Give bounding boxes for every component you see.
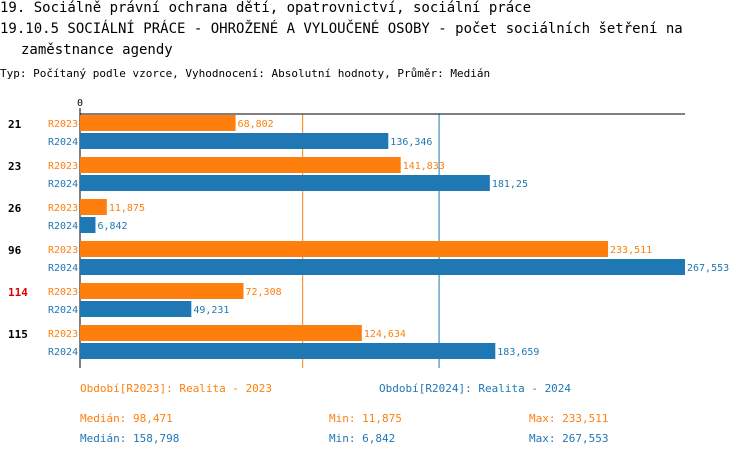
series-label: R2024 — [48, 263, 78, 274]
data-label: 49,231 — [193, 305, 229, 316]
category-label: 96 — [8, 244, 22, 257]
data-label: 11,875 — [109, 203, 145, 214]
bar-r2023 — [80, 283, 244, 299]
bar-r2023 — [80, 115, 236, 131]
category-label: 21 — [8, 118, 22, 131]
series-label: R2024 — [48, 179, 78, 190]
bar-r2024 — [80, 217, 96, 233]
stat-r2024-min: Min: 6,842 — [329, 432, 396, 445]
legend-r2023: Období[R2023]: Realita - 2023 — [80, 382, 273, 395]
bar-chart: 0 21 R2023 68,802 R2024 136,346 23 R2023 141,833… — [8, 98, 729, 368]
chart-title: 19.10.5 SOCIÁLNÍ PRÁCE - OHROŽENÉ A VYLO… — [0, 21, 683, 37]
bar-r2023 — [80, 325, 362, 341]
data-label: 183,659 — [497, 347, 539, 358]
stat-r2024-max: Max: 267,553 — [529, 432, 609, 445]
series-label: R2023 — [48, 119, 78, 130]
chart-subtitle: Typ: Počítaný podle vzorce, Vyhodnocení:… — [0, 67, 491, 80]
bar-r2024 — [80, 343, 496, 359]
legend-r2024: Období[R2024]: Realita - 2024 — [379, 382, 572, 395]
data-label: 136,346 — [390, 137, 432, 148]
data-label: 267,553 — [687, 263, 729, 274]
category-label: 114 — [8, 286, 28, 299]
bar-r2024 — [80, 133, 389, 149]
data-label: 124,634 — [364, 329, 406, 340]
series-label: R2023 — [48, 245, 78, 256]
series-label: R2024 — [48, 221, 78, 232]
x-tick-label: 0 — [77, 98, 83, 109]
stat-r2024-median: Medián: 158,798 — [80, 432, 180, 445]
chart-title-continued: zaměstnance agendy — [21, 42, 173, 58]
bar-r2023 — [80, 241, 609, 257]
series-label: R2023 — [48, 329, 78, 340]
series-label: R2023 — [48, 161, 78, 172]
data-label: 141,833 — [403, 161, 445, 172]
category-label: 26 — [8, 202, 22, 215]
stat-r2023-median: Medián: 98,471 — [80, 412, 173, 425]
bar-r2023 — [80, 157, 401, 173]
series-label: R2024 — [48, 305, 78, 316]
data-label: 233,511 — [610, 245, 652, 256]
data-label: 6,842 — [97, 221, 127, 232]
series-label: R2024 — [48, 137, 78, 148]
series-label: R2023 — [48, 287, 78, 298]
data-label: 72,308 — [246, 287, 282, 298]
stat-r2023-max: Max: 233,511 — [529, 412, 609, 425]
series-label: R2024 — [48, 347, 78, 358]
data-label: 181,25 — [492, 179, 528, 190]
data-label: 68,802 — [238, 119, 274, 130]
category-label: 23 — [8, 160, 21, 173]
category-label: 115 — [8, 328, 28, 341]
stat-r2023-min: Min: 11,875 — [329, 412, 402, 425]
bar-r2023 — [80, 199, 107, 215]
page-title: 19. Sociálně právní ochrana dětí, opatro… — [0, 0, 532, 16]
bar-r2024 — [80, 259, 685, 275]
series-label: R2023 — [48, 203, 78, 214]
bar-r2024 — [80, 175, 490, 191]
bar-r2024 — [80, 301, 192, 317]
